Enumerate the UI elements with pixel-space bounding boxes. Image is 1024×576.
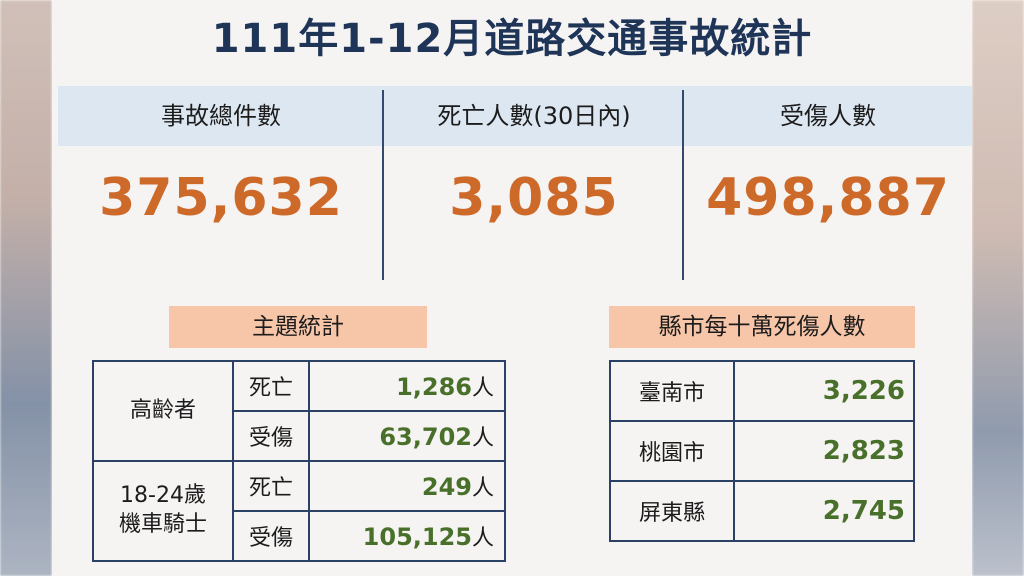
row-value: 249人	[308, 460, 506, 512]
value-unit: 人	[471, 376, 494, 401]
table-row: 臺南市 3,226	[609, 360, 915, 422]
city-value: 2,823	[733, 420, 915, 482]
group-name-elderly: 高齡者	[92, 360, 234, 462]
background-left-edge	[0, 0, 52, 576]
stat-total-accidents: 事故總件數 375,632	[58, 86, 384, 280]
value-unit: 人	[471, 426, 494, 451]
value-number: 63,702	[379, 423, 472, 451]
stat-value: 498,887	[706, 168, 950, 228]
value-number: 105,125	[362, 523, 472, 551]
table-row: 受傷 105,125人	[93, 510, 506, 562]
value-number: 1,286	[396, 373, 472, 401]
table-row: 高齡者 死亡 1,286人	[92, 360, 506, 462]
topic-table: 高齡者 死亡 1,286人 受傷 63,702人 18-24歲 機車騎士 死亡 …	[92, 360, 506, 562]
row-type: 死亡	[232, 460, 310, 512]
county-section-label: 縣市每十萬死傷人數	[609, 306, 915, 348]
city-value: 2,745	[733, 480, 915, 542]
divider	[382, 90, 384, 280]
group-name-young-riders: 18-24歲 機車騎士	[92, 460, 234, 562]
stat-header-band	[58, 86, 972, 146]
stat-value: 375,632	[99, 168, 343, 228]
divider	[682, 90, 684, 280]
stat-label: 受傷人數	[780, 102, 876, 130]
city-name: 屏東縣	[609, 480, 735, 542]
table-row: 受傷 63,702人	[93, 410, 506, 462]
group-name-line: 18-24歲	[120, 483, 206, 509]
row-value: 1,286人	[308, 360, 506, 412]
table-row: 桃園市 2,823	[609, 420, 915, 482]
row-type: 受傷	[232, 510, 310, 562]
row-type: 受傷	[232, 410, 310, 462]
page-title: 111年1-12月道路交通事故統計	[211, 16, 813, 62]
infographic-panel: 111年1-12月道路交通事故統計 事故總件數 375,632 死亡人數(30日…	[52, 0, 972, 576]
group-name-line: 機車騎士	[118, 512, 207, 537]
county-table: 臺南市 3,226 桃園市 2,823 屏東縣 2,745	[609, 360, 915, 542]
stat-label: 事故總件數	[161, 102, 281, 130]
topic-section-label: 主題統計	[169, 306, 427, 348]
stat-injuries: 受傷人數 498,887	[684, 86, 972, 280]
city-value: 3,226	[733, 360, 915, 422]
stat-label: 死亡人數(30日內)	[437, 102, 631, 130]
row-type: 死亡	[232, 360, 310, 412]
stat-deaths: 死亡人數(30日內) 3,085	[386, 86, 682, 280]
stat-value: 3,085	[449, 168, 619, 228]
row-value: 63,702人	[308, 410, 506, 462]
city-name: 臺南市	[609, 360, 735, 422]
value-unit: 人	[471, 476, 494, 501]
city-name: 桃園市	[609, 420, 735, 482]
value-unit: 人	[471, 526, 494, 551]
table-row: 18-24歲 機車騎士 死亡 249人	[92, 460, 506, 562]
table-row: 屏東縣 2,745	[609, 480, 915, 542]
value-number: 249	[421, 473, 472, 501]
row-value: 105,125人	[308, 510, 506, 562]
background-right-edge	[972, 0, 1024, 576]
